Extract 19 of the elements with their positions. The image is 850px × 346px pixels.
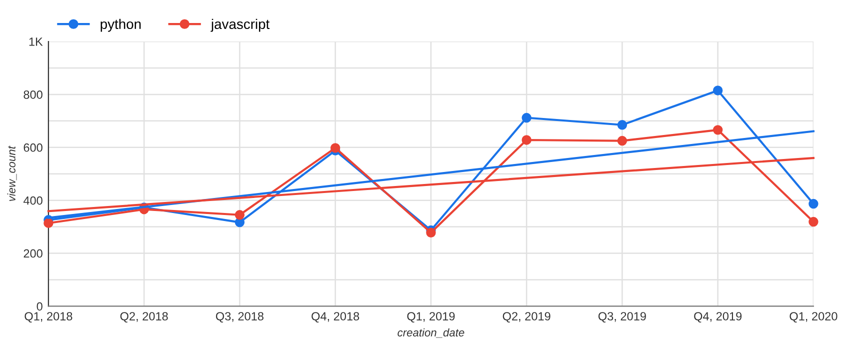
x-tick-label: Q1, 2020 bbox=[790, 312, 838, 323]
x-tick-label: Q4, 2019 bbox=[694, 312, 742, 323]
x-tick-label: Q4, 2018 bbox=[312, 312, 360, 323]
legend-label: javascript bbox=[210, 18, 270, 32]
y-tick-label: 0 bbox=[36, 302, 42, 311]
x-tick-label: Q2, 2019 bbox=[502, 312, 550, 323]
x-tick-label: Q3, 2019 bbox=[598, 312, 646, 323]
x-tick-label: Q2, 2018 bbox=[120, 312, 168, 323]
x-tick-label: Q1, 2019 bbox=[407, 312, 455, 323]
x-axis-title: creation_date bbox=[398, 328, 464, 338]
y-tick-label: 400 bbox=[23, 196, 42, 205]
y-tick-label: 800 bbox=[24, 90, 42, 99]
y-tick-label: 1K bbox=[29, 38, 43, 46]
x-tick-label: Q3, 2018 bbox=[216, 312, 264, 323]
legend-label: python bbox=[100, 18, 141, 32]
y-tick-label: 200 bbox=[24, 249, 42, 258]
y-tick-label: 600 bbox=[24, 143, 42, 152]
y-axis-title: view_count bbox=[7, 146, 17, 202]
x-tick-label: Q1, 2018 bbox=[24, 312, 72, 323]
